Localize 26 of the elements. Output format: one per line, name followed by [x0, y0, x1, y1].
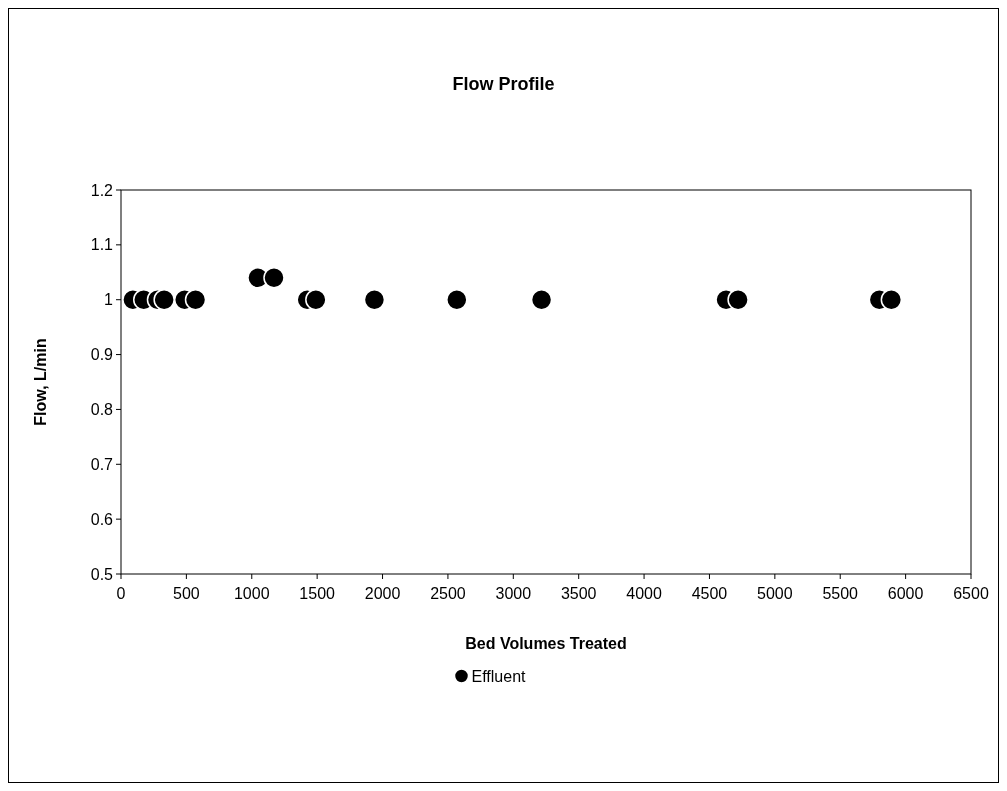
y-tick-label: 0.7 [90, 455, 114, 473]
y-axis-title: Flow, L/min [32, 338, 49, 426]
x-tick-label: 4500 [691, 585, 728, 602]
x-tick-label: 5500 [822, 585, 859, 602]
x-tick-label: 3500 [560, 585, 597, 602]
x-tick-label: 6500 [953, 585, 989, 602]
x-tick-label: 500 [173, 585, 200, 602]
x-tick-label: 0 [116, 585, 126, 602]
y-tick-label: 0.9 [90, 346, 114, 364]
x-axis-title: Bed Volumes Treated [465, 635, 627, 652]
x-tick-label: 5000 [757, 585, 793, 602]
y-tick-label: 0.8 [90, 401, 114, 419]
chart-title: Flow Profile [452, 74, 555, 94]
y-tick-label: 1 [104, 291, 114, 309]
x-tick-label: 1500 [299, 585, 336, 602]
x-tick-label: 2000 [364, 585, 401, 602]
y-tick-label: 1.2 [90, 181, 114, 199]
x-tick-label: 6000 [887, 585, 924, 602]
x-tick-label: 4000 [626, 585, 662, 602]
y-tick-label: 0.5 [90, 565, 114, 583]
y-tick-label: 1.1 [90, 236, 114, 254]
x-tick-label: 3000 [495, 585, 532, 602]
x-tick-label: 2500 [430, 585, 466, 602]
y-tick-label: 0.6 [90, 510, 114, 528]
x-tick-label: 1000 [233, 585, 270, 602]
legend-label: Effluent [471, 667, 527, 685]
